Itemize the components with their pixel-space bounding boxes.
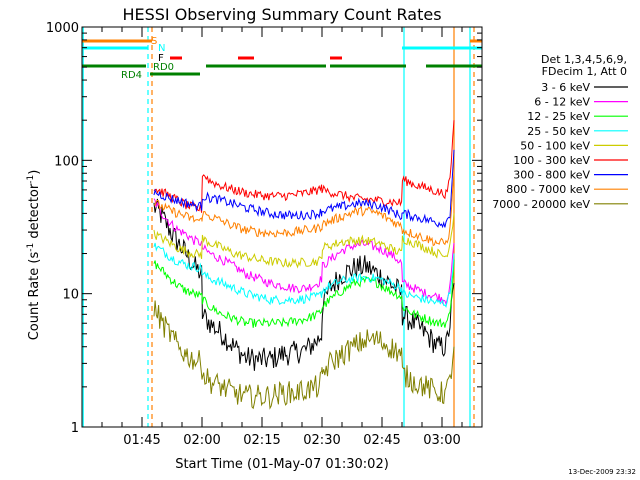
legend-label: 100 - 300 keV xyxy=(513,154,590,167)
legend-label: 6 - 12 keV xyxy=(534,96,590,109)
flag-label: S xyxy=(151,36,157,47)
legend-header-line: FDecim 1, Att 0 xyxy=(542,65,627,78)
plot-frame xyxy=(81,26,483,428)
x-tick-label: 02:45 xyxy=(363,433,400,448)
series-line-9 xyxy=(153,300,455,410)
series-line-6 xyxy=(153,120,455,213)
x-tick-label: 02:00 xyxy=(183,433,220,448)
x-tick-label: 03:00 xyxy=(423,433,460,448)
x-axis-ticks: 01:45 02:00 02:15 02:30 02:45 03:00 xyxy=(81,27,483,448)
flag-label: N xyxy=(158,43,165,54)
y-tick-label: 10 xyxy=(62,288,79,303)
legend-label: 25 - 50 keV xyxy=(527,125,590,138)
legend-label: 300 - 800 keV xyxy=(513,169,590,182)
series-line-7 xyxy=(153,149,455,229)
series-line-8 xyxy=(153,173,455,247)
y-tick-label: 100 xyxy=(54,154,79,169)
series-line-1 xyxy=(153,198,455,371)
legend-label: 50 - 100 keV xyxy=(520,139,590,152)
legend-label: 12 - 25 keV xyxy=(527,110,590,123)
x-tick-label: 01:45 xyxy=(123,433,160,448)
series-layer xyxy=(153,120,455,410)
legend-label: 7000 - 20000 keV xyxy=(492,198,590,211)
series-line-5 xyxy=(153,213,455,269)
timestamp: 13-Dec-2009 23:32 xyxy=(568,468,636,476)
y-axis-label: Count Rate (s-1 detector-1) xyxy=(26,170,42,341)
y-axis-ticks: 1 10 100 1000 xyxy=(46,21,482,436)
chart-title: HESSI Observing Summary Count Rates xyxy=(122,5,441,24)
x-tick-label: 02:30 xyxy=(303,433,340,448)
x-tick-label: 02:15 xyxy=(243,433,280,448)
series-line-4 xyxy=(153,242,455,308)
legend-label: 800 - 7000 keV xyxy=(506,183,590,196)
y-tick-label: 1 xyxy=(71,421,79,436)
x-axis-label: Start Time (01-May-07 01:30:02) xyxy=(175,457,389,472)
legend-header: Det 1,3,4,5,6,9,FDecim 1, Att 0 xyxy=(541,53,627,78)
orbit-boundary-lines xyxy=(82,27,475,427)
series-line-2 xyxy=(153,198,455,306)
series-line-3 xyxy=(153,259,455,328)
y-tick-label: 1000 xyxy=(46,21,79,36)
flag-label: RD4 xyxy=(121,70,142,81)
flag-label: RD0 xyxy=(153,62,174,73)
flag-label: F xyxy=(158,53,164,64)
legend-label: 3 - 6 keV xyxy=(541,81,590,94)
legend-header-line: Det 1,3,4,5,6,9, xyxy=(541,53,627,66)
